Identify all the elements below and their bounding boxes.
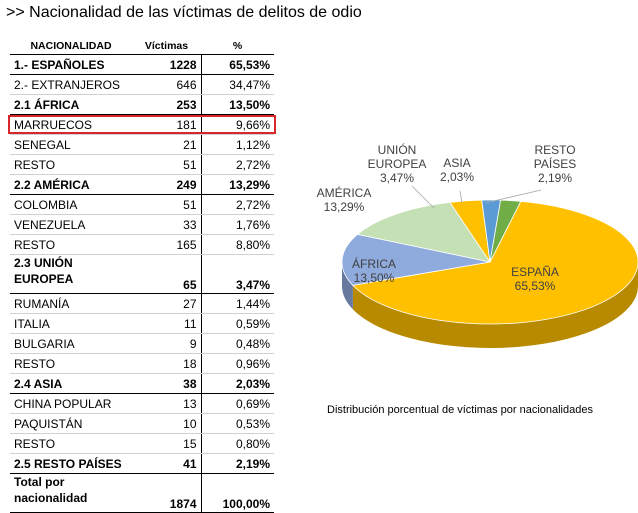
pie-category-label: ESPAÑA [511,265,559,279]
table-row: RESTO 18 0,96% [10,353,274,374]
pie-category-label: ÁFRICA [352,256,396,271]
nationality-cell-line: nacionalidad [14,491,88,505]
pie-category-label: UNIÓN [378,142,417,157]
pie-category-label: PAÍSES [534,156,576,171]
nationality-cell-line: Total por [14,475,65,489]
pie-leader-line [411,185,435,209]
percent-cell: 2,72% [200,154,274,175]
table-row: RESTO 165 8,80% [10,234,274,255]
chart-caption: Distribución porcentual de víctimas por … [327,404,593,416]
percent-cell: 13,29% [200,174,274,195]
pie-slice-africa [341,233,491,286]
percent-cell: 1,12% [200,134,274,155]
table-row: 2.- EXTRANJEROS 646 34,47% [10,74,274,95]
pie-value-label: 3,47% [380,171,414,185]
table-row: 2.1 ÁFRICA 253 13,50% [10,94,274,115]
header-nationality: NACIONALIDAD [10,37,132,55]
table-row: 1.- ESPAÑOLES 1228 65,53% [10,54,274,75]
victims-cell: 51 [132,154,201,175]
victims-cell: 253 [132,94,201,115]
percent-cell: 65,53% [200,54,274,75]
table-row: MARRUECOS 181 9,66% [10,114,274,135]
percent-cell: 2,19% [200,453,274,474]
nationality-cell: 2.- EXTRANJEROS [10,74,132,95]
percent-cell: 3,47% [200,254,274,294]
nationality-cell: Total por nacionalidad [10,473,132,513]
nationality-cell: 2.4 ASIA [10,373,132,394]
percent-cell: 13,50% [200,94,274,115]
table-row: 2.2 AMÉRICA 249 13,29% [10,174,274,195]
pie-category-label: EUROPEA [368,157,427,171]
percent-cell: 0,53% [200,413,274,434]
nationality-cell: MARRUECOS [10,114,132,135]
nationality-cell-line: 2.3 UNIÓN [14,256,73,270]
victims-cell: 27 [132,293,201,314]
percent-cell: 9,66% [200,114,274,135]
victims-cell: 18 [132,353,201,374]
pie-value-label: 13,29% [324,200,365,214]
nationality-cell-line: EUROPEA [14,272,74,286]
table-row: 2.5 RESTO PAÍSES 41 2,19% [10,453,274,474]
pie-category-label: ASIA [443,156,470,170]
pie-side-africa [342,262,353,310]
nationality-cell: RESTO [10,353,132,374]
nationality-cell: VENEZUELA [10,214,132,235]
nationality-cell: RESTO [10,433,132,454]
pie-value-label: 2,19% [538,171,572,185]
victims-cell: 13 [132,393,201,414]
table-row: VENEZUELA 33 1,76% [10,214,274,235]
pie-value-label: 13,50% [354,271,395,285]
pie-category-label: RESTO [534,143,575,157]
nationality-cell: RESTO [10,154,132,175]
table-header-row: NACIONALIDAD Víctimas % [10,37,274,55]
percent-cell: 1,44% [200,293,274,314]
nationality-cell: RESTO [10,234,132,255]
pie-leader-line [459,190,463,204]
pie-value-label: 2,03% [440,170,474,184]
table-row: RESTO 51 2,72% [10,154,274,175]
pie-slice-america [356,201,491,263]
pie-slice-espana [352,200,638,325]
victims-cell: 1228 [132,54,201,75]
pie-category-label: AMÉRICA [317,185,372,200]
pie-leader-line [484,189,542,204]
pie-side-espana [352,262,638,349]
nationality-cell: 2.3 UNIÓN EUROPEA [10,254,132,294]
pie-value-label: 65,53% [515,279,556,293]
pie-slice-resto-paises [489,199,522,263]
page-title: >> Nacionalidad de las víctimas de delit… [6,4,362,21]
table-row: ITALIA 11 0,59% [10,313,274,334]
